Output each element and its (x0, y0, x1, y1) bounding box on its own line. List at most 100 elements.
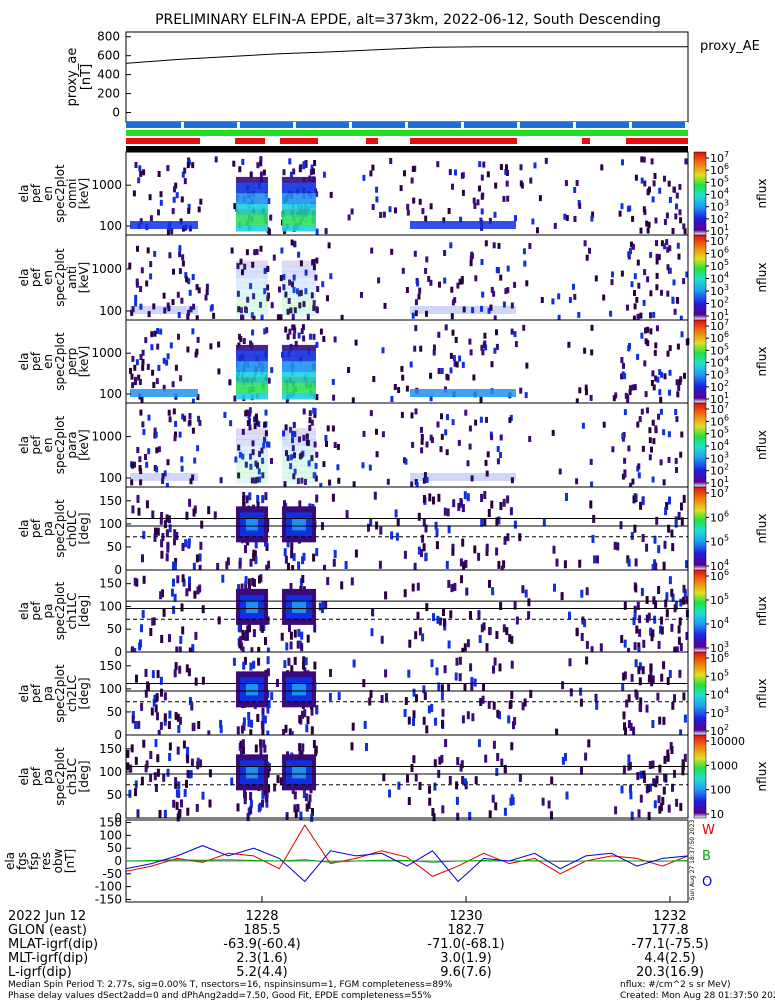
spectrogram-pixel (183, 167, 187, 174)
spectrogram-lowband (410, 221, 516, 229)
spectrogram-intense-band (282, 266, 316, 273)
spectrogram-pixel (284, 326, 288, 333)
spectrogram-pixel (394, 509, 398, 518)
spectrogram-pixel (502, 560, 506, 569)
spectrogram-pixel (404, 458, 408, 465)
spectrogram-pixel (261, 799, 264, 808)
spectrogram-pixel (157, 364, 161, 371)
spectrogram-pixel (405, 385, 409, 392)
spectrogram-pixel (283, 481, 287, 488)
spectrogram-ylabel: [deg] (77, 595, 91, 627)
spectrogram-pixel (289, 307, 293, 314)
spectrogram-pixel (293, 241, 297, 248)
spectrogram-pixel (162, 292, 166, 299)
spectrogram-pixel (496, 446, 500, 452)
spectrogram-pixel (289, 426, 293, 433)
spectrogram-ylabel: ela (17, 268, 31, 286)
spectrogram-intense-band (236, 472, 268, 478)
spectrogram-pixel (466, 493, 470, 502)
spectrogram-pixel (313, 160, 317, 166)
spectrogram-pixel (464, 409, 468, 416)
spectrogram-pixel (665, 592, 669, 601)
spectrogram-pixel (508, 634, 512, 643)
spectrogram-pixel (156, 343, 160, 350)
spectrogram-pixel (623, 671, 627, 680)
spectrogram-pixel (458, 673, 462, 682)
spectrogram-pixel (651, 476, 655, 483)
spectrogram-pixel (528, 436, 532, 442)
spectrogram-pixel (444, 739, 448, 747)
spectrogram-pixel (671, 543, 675, 552)
spectrogram-pixel (282, 729, 285, 737)
spectrogram-pixel (641, 666, 645, 675)
spectrogram-pixel (267, 441, 271, 448)
footer-note-right-2: Created: Mon Aug 28 01:37:50 2023 (620, 991, 775, 1000)
spectrogram-pixel (312, 553, 316, 562)
spectrogram-pixel (580, 766, 583, 775)
spectrogram-pixel (468, 443, 472, 450)
spectrogram-pixel (168, 252, 172, 259)
spectrogram-pixel (620, 270, 624, 277)
blue-bar-gap (349, 122, 352, 128)
spectrogram-pixel (440, 754, 444, 763)
spectrogram-intense-band (236, 344, 268, 351)
spectrogram-pixel (594, 275, 598, 282)
spectrogram-pixel (170, 228, 174, 235)
spectrogram-pixel (347, 367, 351, 373)
spectrogram-pixel (627, 251, 631, 258)
spectrogram-pixel (492, 740, 496, 749)
spectrogram-pixel (591, 211, 595, 218)
spectrogram-pixel (324, 601, 328, 610)
spectrogram-pixel (625, 699, 629, 708)
spectrogram-pixel (683, 714, 687, 723)
spectrogram-pixel (654, 779, 658, 788)
spectrogram-pixel (646, 784, 650, 793)
spectrogram-pixel (388, 206, 392, 213)
spectrogram-pixel (300, 328, 304, 335)
spectrogram-pixel (390, 248, 394, 255)
spectrogram-pixel (646, 189, 650, 196)
spectrogram-pixel (503, 764, 507, 773)
spectrogram-pixel (157, 209, 160, 216)
spectrogram-pixel (149, 215, 153, 222)
spectrogram-pixel (159, 591, 163, 600)
spectrogram-pixel (389, 158, 393, 164)
spectrogram-pixel (653, 800, 657, 809)
spectrogram-pixel (655, 325, 659, 332)
red-bar-segment (366, 138, 378, 144)
spectrogram-pixel (400, 365, 404, 372)
fgs-ytick-label: -100 (95, 880, 122, 894)
spectrogram-pixel (175, 646, 179, 655)
spectrogram-intense-band (236, 193, 268, 199)
spectrogram-pixel (322, 336, 326, 342)
spectrogram-pixel (418, 198, 422, 205)
spectrogram-pixel (551, 298, 555, 305)
spectrogram-pixel (292, 168, 296, 175)
spectrogram-pixel (405, 287, 409, 293)
spectrogram-pixel (655, 272, 659, 279)
spectrogram-pixel (131, 355, 135, 362)
footer-side-stamp: Sun Aug 27 18:37:50 2023 (689, 820, 696, 901)
spectrogram-ytick-label: 0 (114, 563, 122, 577)
spectrogram-pixel (640, 332, 644, 339)
spectrogram-pixel (265, 790, 269, 799)
spectrogram-pixel (241, 453, 245, 460)
spectrogram-pixel (499, 602, 503, 610)
spectrogram-pixel (573, 293, 577, 300)
spectrogram-pixel (187, 309, 191, 316)
blue-bar-gap (685, 122, 688, 128)
fgs-ytick-label: 0 (114, 854, 122, 868)
colorbar-tick-label: 106 (710, 162, 729, 177)
spectrogram-pixel (246, 410, 250, 416)
spectrogram-pixel (126, 749, 130, 758)
spectrogram-pixel (375, 521, 379, 530)
spectrogram-ytick-label: 150 (99, 577, 122, 591)
spectrogram-pixel (244, 410, 248, 417)
spectrogram-pixel (437, 682, 441, 691)
spectrogram-pixel (188, 583, 191, 592)
spectrogram-intense-band (236, 355, 268, 362)
spectrogram-pixel (258, 451, 261, 457)
spectrogram-pixel (313, 624, 317, 633)
blue-bar-gap (573, 122, 576, 128)
spectrogram-pixel (135, 578, 139, 587)
